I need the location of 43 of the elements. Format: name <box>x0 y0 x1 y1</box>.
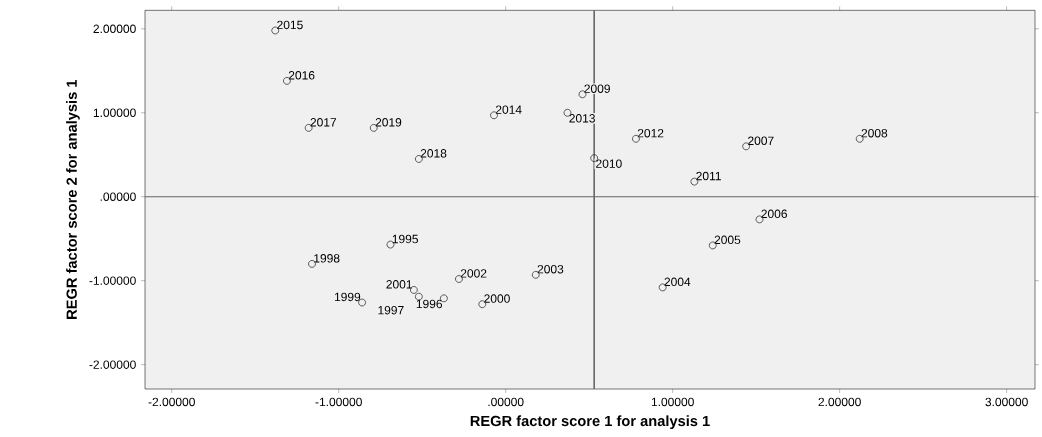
y-tick-label: .00000 <box>100 192 136 201</box>
x-tick-label: 2.00000 <box>818 397 861 407</box>
annotation: 2002 <box>460 269 487 278</box>
x-tick-label: .00000 <box>488 397 524 407</box>
annotation: 2004 <box>664 277 691 287</box>
x-tick-label: 3.00000 <box>985 397 1028 407</box>
annotation: 2016 <box>288 71 315 80</box>
annotation: 1999 <box>334 292 361 302</box>
annotation: 1998 <box>314 254 340 263</box>
y-tick-label: 1.00000 <box>93 108 136 118</box>
annotation: 2012 <box>637 128 664 138</box>
annotation: 1996 <box>416 299 443 309</box>
x-tick-label: -1.00000 <box>315 397 362 407</box>
annotation: 2018 <box>420 149 447 158</box>
point <box>742 142 750 151</box>
annotation: 2010 <box>596 159 622 168</box>
annotation: 1995 <box>392 234 418 244</box>
point <box>308 260 316 268</box>
point <box>455 275 463 283</box>
annotation: 2017 <box>310 118 337 127</box>
y-axis-title: REGR factor score 2 for analysis 1 <box>66 79 80 319</box>
y-tick-label: -1.00000 <box>89 276 136 285</box>
point <box>490 111 498 120</box>
x-tick-label: 1.00000 <box>651 397 694 407</box>
annotation: 2013 <box>569 114 595 123</box>
annotation: 2008 <box>861 128 888 138</box>
x-tick-label: -2.00000 <box>148 397 195 407</box>
y-tick-label: 2.00000 <box>93 24 136 34</box>
annotation: 2014 <box>495 105 522 114</box>
annotation: 2015 <box>277 20 303 30</box>
y-tick-label: -2.00000 <box>89 360 136 369</box>
annotation: 2011 <box>696 171 721 181</box>
x-axis-title: REGR factor score 1 for analysis 1 <box>470 415 710 430</box>
point <box>414 155 423 163</box>
annotation: 2007 <box>748 136 774 146</box>
annotation: 2003 <box>537 264 564 274</box>
annotation: 2001 <box>386 280 412 289</box>
annotation: 2005 <box>714 235 741 245</box>
annotation: 1997 <box>378 305 404 315</box>
annotation: 2019 <box>375 118 402 127</box>
annotation: 2000 <box>484 294 510 303</box>
annotation: 2006 <box>761 209 787 219</box>
annotation: 2009 <box>584 84 610 93</box>
